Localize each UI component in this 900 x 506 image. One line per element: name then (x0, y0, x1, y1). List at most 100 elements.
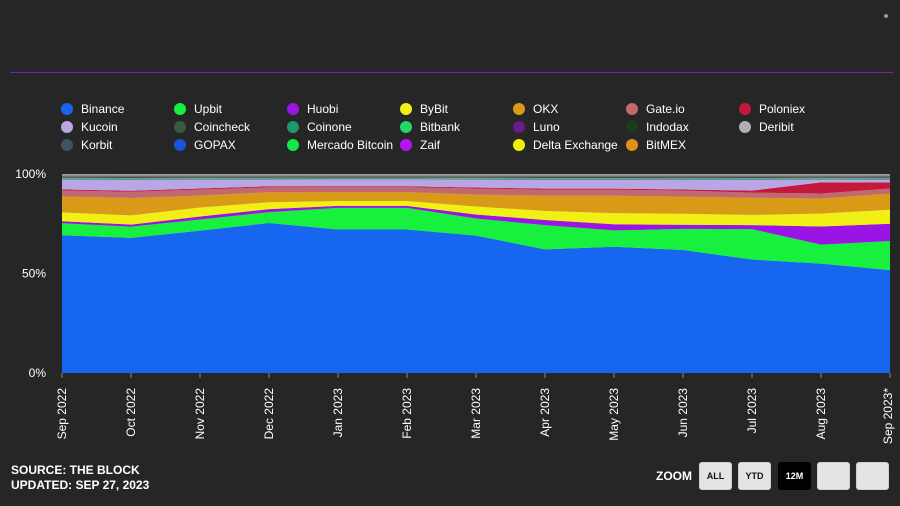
legend-label: Coinone (307, 119, 352, 134)
legend-swatch-icon (626, 138, 638, 151)
legend-item-kucoin[interactable]: Kucoin (61, 118, 174, 135)
x-tick-label: Jul 2023 (745, 388, 759, 434)
legend-item-luno[interactable]: Luno (513, 118, 626, 135)
legend-label: Zaif (420, 137, 441, 152)
legend-label: Gate.io (646, 101, 685, 116)
x-tick-label: Sep 2023* (881, 388, 895, 444)
x-tick-label: Jun 2023 (676, 388, 690, 438)
legend-item-bybit[interactable]: ByBit (400, 100, 513, 117)
legend-label: GOPAX (194, 137, 236, 152)
footer-source: SOURCE: THE BLOCK UPDATED: SEP 27, 2023 (11, 463, 149, 493)
legend-swatch-icon (626, 102, 638, 115)
legend-item-gopax[interactable]: GOPAX (174, 136, 287, 153)
x-tick-label: Feb 2023 (400, 388, 414, 439)
area-series-bybit[interactable] (62, 200, 890, 227)
legend-swatch-icon (287, 120, 299, 133)
legend-label: Luno (533, 119, 560, 134)
legend-item-gate-io[interactable]: Gate.io (626, 100, 739, 117)
zoom-label: ZOOM (656, 469, 692, 483)
legend-swatch-icon (287, 138, 299, 151)
area-series-okx[interactable] (62, 192, 890, 216)
x-tick-label: May 2023 (607, 388, 621, 441)
updated-text: UPDATED: SEP 27, 2023 (11, 478, 150, 492)
legend-label: Coincheck (194, 119, 251, 134)
legend-swatch-icon (287, 102, 299, 115)
x-tick-label: Aug 2023 (814, 388, 828, 440)
legend-item-upbit[interactable]: Upbit (174, 100, 287, 117)
header-divider (10, 72, 893, 73)
legend-swatch-icon (61, 120, 73, 133)
x-tick-label: Sep 2022 (55, 388, 69, 440)
legend-swatch-icon (61, 102, 73, 115)
legend-item-zaif[interactable]: Zaif (400, 136, 513, 153)
legend-label: Poloniex (759, 101, 806, 116)
legend-swatch-icon (174, 102, 186, 115)
legend-swatch-icon (513, 138, 525, 151)
legend-label: Mercado Bitcoin (307, 137, 394, 152)
legend-label: Kucoin (81, 119, 118, 134)
legend-item-delta-exchange[interactable]: Delta Exchange (513, 136, 626, 153)
legend-label: Delta Exchange (533, 137, 618, 152)
legend-swatch-icon (739, 120, 751, 133)
area-series-poloniex[interactable] (62, 182, 890, 194)
legend-item-korbit[interactable]: Korbit (61, 136, 174, 153)
y-tick-label: 100% (15, 167, 46, 181)
source-text: SOURCE: THE BLOCK (11, 463, 140, 477)
legend-item-huobi[interactable]: Huobi (287, 100, 400, 117)
zoom-12m-button[interactable]: 12M (778, 462, 811, 490)
legend-label: OKX (533, 101, 559, 116)
legend-label: Upbit (194, 101, 223, 116)
legend-swatch-icon (61, 138, 73, 151)
legend-item-bitmex[interactable]: BitMEX (626, 136, 739, 153)
x-tick-label: Apr 2023 (538, 388, 552, 437)
y-tick-label: 50% (22, 267, 46, 281)
legend-swatch-icon (400, 138, 412, 151)
legend-swatch-icon (513, 120, 525, 133)
legend-swatch-icon (174, 138, 186, 151)
x-tick-label: Oct 2022 (124, 388, 138, 437)
legend-swatch-icon (400, 120, 412, 133)
area-series-coinone[interactable] (62, 178, 890, 179)
legend-item-mercado-bitcoin[interactable]: Mercado Bitcoin (287, 136, 400, 153)
x-tick-label: Nov 2022 (193, 388, 207, 440)
legend-label: Huobi (307, 101, 339, 116)
area-series-binance[interactable] (62, 223, 890, 373)
legend-item-coinone[interactable]: Coinone (287, 118, 400, 135)
area-series-kucoin[interactable] (62, 179, 890, 191)
legend-item-coincheck[interactable]: Coincheck (174, 118, 287, 135)
legend-item-deribit[interactable]: Deribit (739, 118, 852, 135)
area-series-deribit[interactable] (62, 175, 890, 177)
legend-label: Indodax (646, 119, 689, 134)
legend-item-okx[interactable]: OKX (513, 100, 626, 117)
legend-swatch-icon (174, 120, 186, 133)
zoom-extra-button-2[interactable] (856, 462, 889, 490)
legend-swatch-icon (513, 102, 525, 115)
x-tick-label: Dec 2022 (262, 388, 276, 440)
area-series-upbit[interactable] (62, 207, 890, 271)
legend-item-poloniex[interactable]: Poloniex (739, 100, 852, 117)
more-options-icon[interactable] (884, 14, 888, 18)
zoom-extra-button-1[interactable] (817, 462, 850, 490)
legend-swatch-icon (739, 102, 751, 115)
y-tick-label: 0% (29, 366, 47, 380)
area-series-indodax[interactable] (62, 176, 890, 178)
legend-item-bitbank[interactable]: Bitbank (400, 118, 513, 135)
legend-label: Deribit (759, 119, 794, 134)
zoom-all-button[interactable]: ALL (699, 462, 732, 490)
area-series-gate-io[interactable] (62, 187, 890, 199)
area-series-luno[interactable] (62, 177, 890, 178)
chart-legend: Binance Upbit Huobi ByBit OKX Gate.io Poloniex… (61, 100, 881, 153)
legend-item-indodax[interactable]: Indodax (626, 118, 739, 135)
legend-label: Korbit (81, 137, 113, 152)
x-tick-label: Jan 2023 (331, 388, 345, 438)
area-series-coincheck[interactable] (62, 178, 890, 180)
area-series-bitbank[interactable] (62, 177, 890, 179)
zoom-ytd-button[interactable]: YTD (738, 462, 771, 490)
area-series-huobi[interactable] (62, 205, 890, 245)
stacked-area-chart: 100% 50% 0% Sep 2022 Oct 2022 Nov 2022 Dec 202… (15, 167, 895, 444)
legend-swatch-icon (626, 120, 638, 133)
legend-item-binance[interactable]: Binance (61, 100, 174, 117)
legend-label: ByBit (420, 101, 449, 116)
legend-label: Binance (81, 101, 125, 116)
legend-label: Bitbank (420, 119, 461, 134)
